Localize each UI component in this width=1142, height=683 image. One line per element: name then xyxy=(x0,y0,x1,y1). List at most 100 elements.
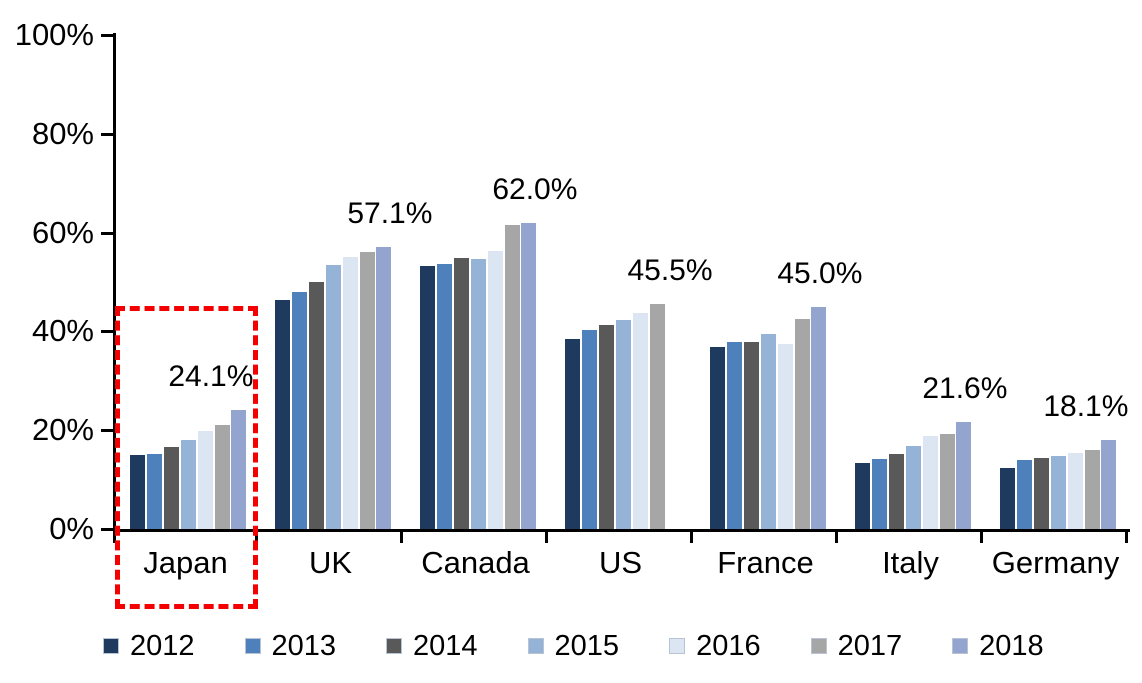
x-axis-category-label: UK xyxy=(308,545,353,580)
bar-uk-2016 xyxy=(342,257,358,529)
bar-germany-2018 xyxy=(1101,439,1117,529)
bar-france-2012 xyxy=(710,347,725,529)
bar-uk-2015 xyxy=(325,265,341,529)
legend-label: 2015 xyxy=(554,630,620,662)
y-axis-tick xyxy=(101,330,114,334)
bar-canada-2016 xyxy=(487,250,503,529)
y-axis-tick xyxy=(101,132,114,136)
x-axis-tick xyxy=(1125,529,1128,543)
bar-japan-2016 xyxy=(197,430,213,529)
bar-uk-2017 xyxy=(359,251,375,529)
bar-us-2014 xyxy=(598,325,614,529)
bar-us-2016 xyxy=(632,312,648,529)
data-label: 24.1% xyxy=(168,359,254,393)
legend-label: 2013 xyxy=(271,630,337,662)
x-axis-tick xyxy=(980,529,983,543)
data-label: 21.6% xyxy=(922,372,1008,406)
legend-swatch xyxy=(103,638,119,654)
x-axis-tick xyxy=(835,529,838,543)
y-axis-tick xyxy=(101,34,114,37)
bar-france-2013 xyxy=(726,342,742,529)
x-axis-category-label: France xyxy=(717,545,814,580)
y-axis-tick-label: 100% xyxy=(14,17,94,52)
bar-uk-2012 xyxy=(275,300,290,529)
data-label: 57.1% xyxy=(347,196,433,230)
x-axis-category-label: US xyxy=(598,545,643,580)
legend-item-2013: 2013 xyxy=(244,629,337,663)
legend-swatch xyxy=(669,638,686,654)
bar-germany-2016 xyxy=(1067,453,1083,529)
bar-france-2018 xyxy=(811,306,827,529)
y-axis-tick xyxy=(101,231,114,235)
bar-japan-2015 xyxy=(180,440,196,529)
legend-swatch xyxy=(244,638,261,654)
y-axis-tick xyxy=(101,528,114,531)
y-axis-tick xyxy=(101,429,114,433)
bar-canada-2017 xyxy=(504,224,520,529)
bar-canada-2014 xyxy=(453,257,469,529)
bar-italy-2016 xyxy=(922,435,938,529)
legend-label: 2016 xyxy=(696,630,761,662)
x-axis-category-label: Germany xyxy=(991,545,1120,580)
legend-label: 2012 xyxy=(130,630,195,662)
bar-us-2013 xyxy=(581,329,597,529)
bar-italy-2014 xyxy=(888,453,904,529)
bar-canada-2012 xyxy=(420,266,435,529)
x-axis-tick xyxy=(255,529,258,543)
bar-japan-2017 xyxy=(214,424,230,529)
bar-canada-2018 xyxy=(521,222,537,529)
legend-label: 2014 xyxy=(413,630,478,662)
bar-us-2012 xyxy=(565,338,580,529)
x-axis-category-label: Italy xyxy=(882,545,939,580)
bar-uk-2018 xyxy=(376,246,392,529)
bar-france-2016 xyxy=(777,343,793,529)
x-axis-category-label: Japan xyxy=(143,545,228,580)
bar-us-2015 xyxy=(615,320,631,529)
bar-italy-2013 xyxy=(871,458,887,529)
bar-uk-2014 xyxy=(308,281,324,529)
bar-italy-2012 xyxy=(855,463,870,529)
bar-japan-2014 xyxy=(163,446,179,529)
legend-item-2017: 2017 xyxy=(810,629,902,663)
bar-uk-2013 xyxy=(291,292,307,529)
legend-label: 2018 xyxy=(979,630,1044,662)
bar-italy-2018 xyxy=(956,422,972,529)
legend-item-2012: 2012 xyxy=(103,629,195,663)
data-label: 45.0% xyxy=(777,256,863,290)
legend-item-2015: 2015 xyxy=(527,629,620,663)
bar-germany-2012 xyxy=(1000,467,1015,529)
bar-italy-2017 xyxy=(939,434,955,529)
bar-us-2017 xyxy=(649,304,665,529)
legend-item-2018: 2018 xyxy=(952,629,1044,663)
bar-france-2014 xyxy=(743,342,759,529)
legend-swatch xyxy=(527,638,544,654)
y-axis-tick-label: 0% xyxy=(49,511,94,546)
bar-france-2017 xyxy=(794,318,810,529)
y-axis-tick-label: 60% xyxy=(31,214,94,250)
x-axis-line xyxy=(113,529,1130,532)
bar-japan-2012 xyxy=(130,455,145,529)
legend-item-2016: 2016 xyxy=(669,629,761,663)
bar-germany-2015 xyxy=(1050,455,1066,529)
x-axis-tick xyxy=(113,529,116,543)
legend-swatch xyxy=(386,638,403,654)
bar-japan-2013 xyxy=(146,454,162,529)
data-label: 45.5% xyxy=(627,254,713,288)
legend-swatch xyxy=(952,638,969,654)
data-label: 18.1% xyxy=(1043,389,1129,423)
x-axis-tick xyxy=(400,529,403,543)
legend: 2012 2013 2014 2015 2016 2017 2018 xyxy=(103,629,1094,663)
x-axis-tick xyxy=(545,529,548,543)
x-axis-tick xyxy=(690,529,693,543)
y-axis-tick-label: 20% xyxy=(31,412,94,448)
bar-germany-2013 xyxy=(1016,459,1032,529)
y-axis-line xyxy=(113,33,116,532)
bar-germany-2017 xyxy=(1084,449,1100,529)
y-axis-tick-label: 80% xyxy=(31,115,94,151)
bar-italy-2015 xyxy=(905,446,921,529)
data-label: 62.0% xyxy=(492,172,578,206)
bar-france-2015 xyxy=(760,334,776,529)
bar-canada-2015 xyxy=(470,258,486,529)
bar-canada-2013 xyxy=(436,264,452,529)
